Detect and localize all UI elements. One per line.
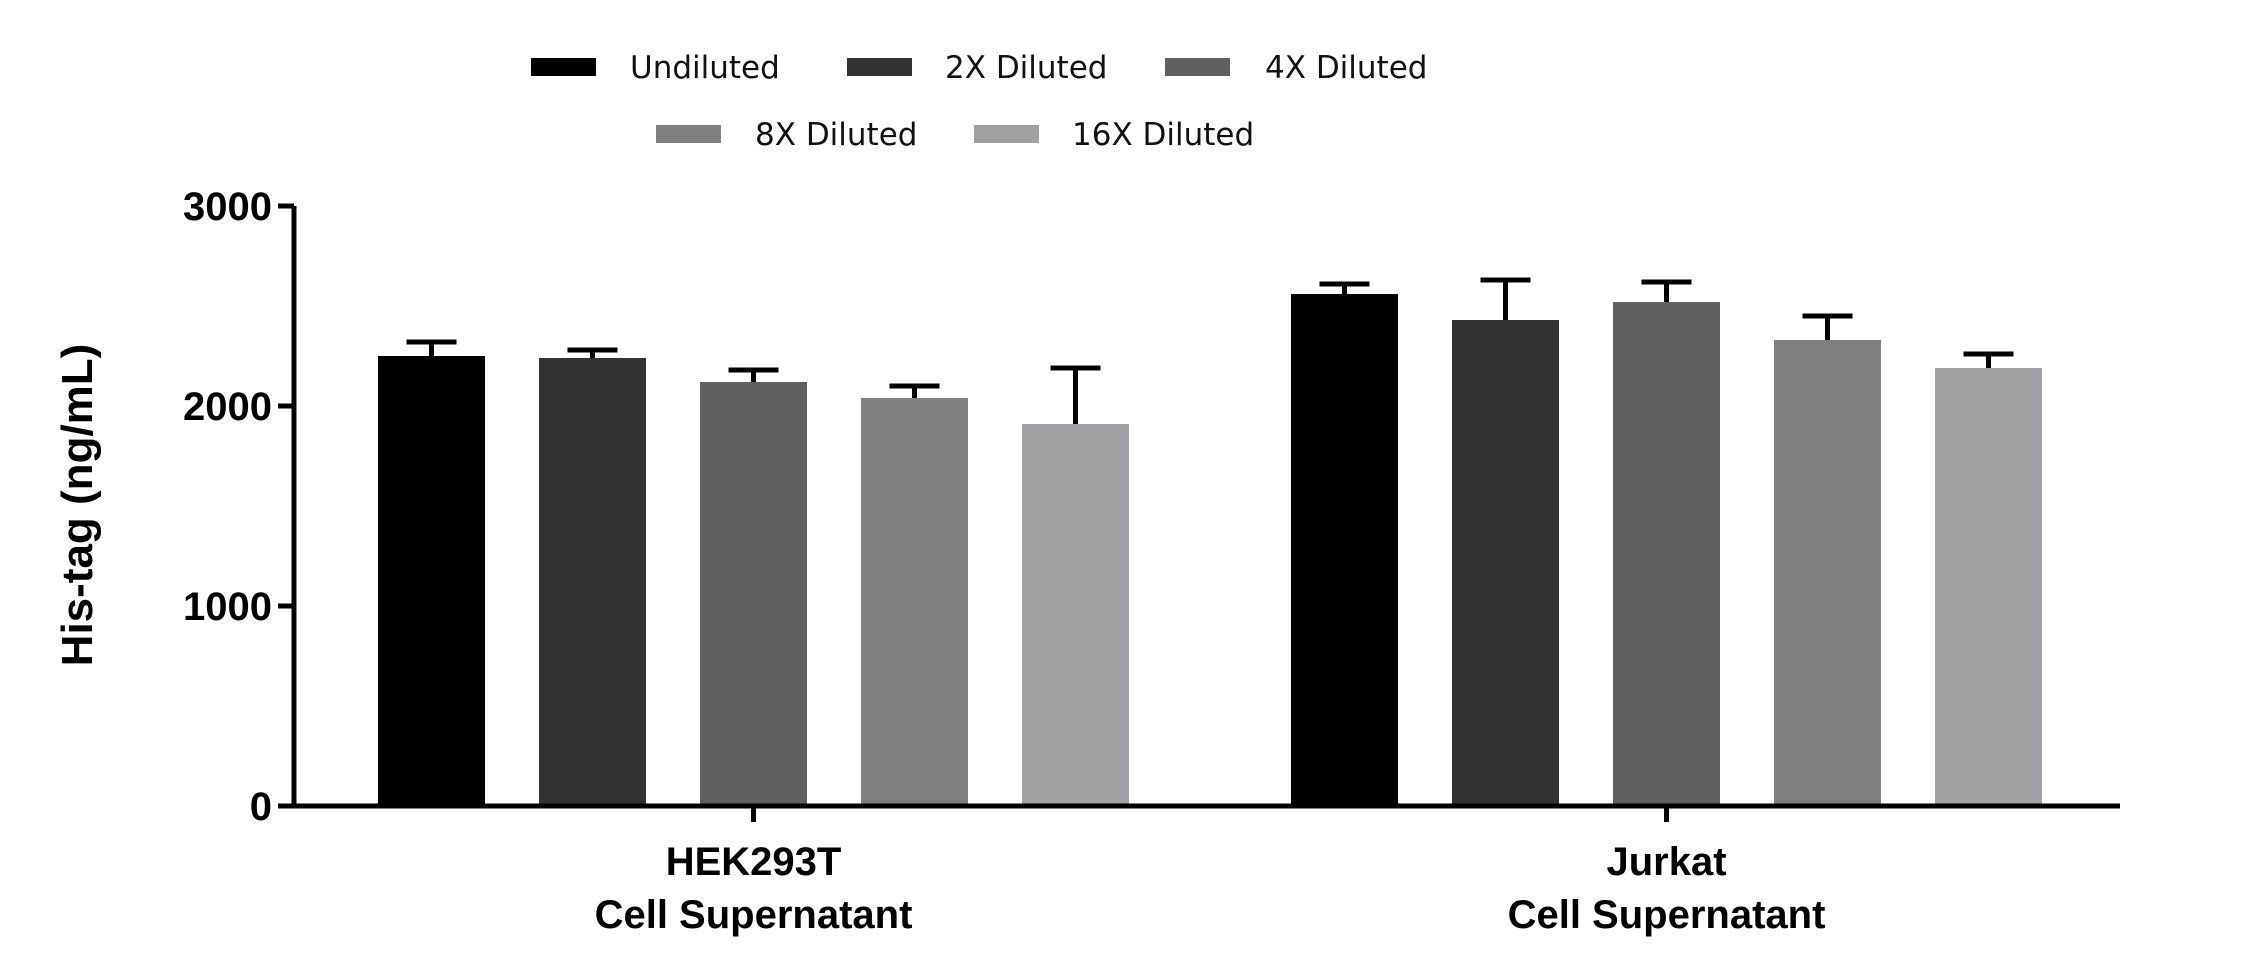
legend-label: Undiluted: [630, 50, 780, 86]
bar: [539, 358, 646, 806]
legend-label: 8X Diluted: [755, 117, 917, 153]
y-axis-label: His-tag (ng/mL): [53, 344, 102, 667]
bar: [861, 398, 968, 806]
bar: [1291, 294, 1398, 806]
legend-swatch: [1165, 58, 1230, 76]
legend-label: 16X Diluted: [1072, 117, 1254, 153]
bar: [378, 356, 485, 806]
y-tick-label: 3000: [183, 185, 272, 229]
x-tick-label: Cell Supernatant: [1508, 893, 1826, 937]
bar: [1613, 302, 1720, 806]
x-tick-label: HEK293T: [666, 840, 842, 884]
y-tick-label: 0: [250, 785, 272, 829]
y-axis: 0 1000 2000 3000: [183, 185, 297, 829]
legend-label: 2X Diluted: [945, 50, 1107, 86]
legend: Undiluted 2X Diluted 4X Diluted 8X Diluted 1…: [531, 50, 1427, 153]
legend-swatch: [847, 58, 912, 76]
legend-swatch: [656, 125, 721, 143]
legend-swatch: [531, 58, 596, 76]
bar: [1452, 320, 1559, 806]
bar: [1774, 340, 1881, 806]
bar: [1022, 424, 1129, 806]
bars: [378, 294, 2042, 806]
y-tick-label: 1000: [183, 585, 272, 629]
x-tick-label: Cell Supernatant: [595, 893, 913, 937]
y-tick-label: 2000: [183, 385, 272, 429]
x-tick-label: Jurkat: [1606, 840, 1726, 884]
legend-label: 4X Diluted: [1265, 50, 1427, 86]
bar: [1935, 368, 2042, 806]
bar: [700, 382, 807, 806]
x-axis: HEK293T Cell Supernatant Jurkat Cell Supern…: [282, 803, 2120, 937]
legend-swatch: [974, 125, 1039, 143]
error-bars: [406, 277, 2014, 424]
